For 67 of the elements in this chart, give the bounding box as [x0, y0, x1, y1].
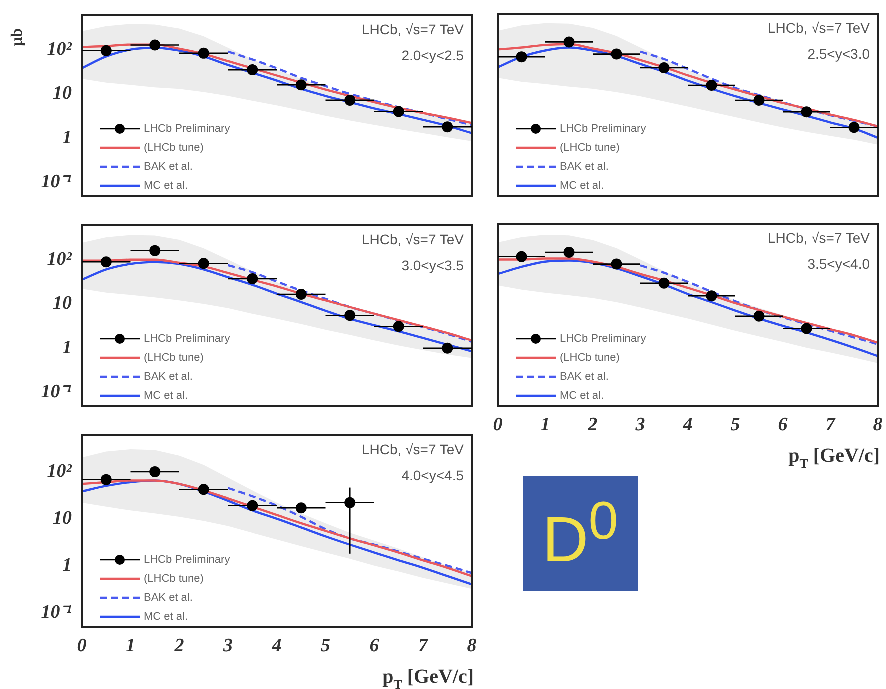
- legend-label: MC et al.: [144, 180, 188, 192]
- legend-label: LHCb Preliminary: [144, 333, 231, 346]
- annotation: 2.0<y<2.5: [402, 47, 464, 64]
- legend-label: (LHCb tune): [144, 573, 204, 586]
- point: [247, 64, 258, 76]
- legend-label: BAK et al.: [560, 161, 609, 174]
- x-tick-label: 3: [222, 635, 233, 656]
- x-tick-label: 0: [493, 414, 504, 436]
- legend-label: (LHCb tune): [144, 352, 204, 364]
- legend-label: LHCb Preliminary: [560, 123, 647, 136]
- y-tick-label: 10⁻¹: [41, 382, 72, 403]
- y-tick-label: 1: [62, 127, 72, 148]
- x-tick-label: 8: [873, 414, 884, 436]
- point: [296, 288, 307, 300]
- legend-label: LHCb Preliminary: [144, 123, 231, 136]
- y-tick-label: 10²: [47, 248, 74, 270]
- y-tick-label: 10⁻¹: [41, 602, 72, 623]
- text: D$^{0}$: [542, 490, 618, 576]
- x-tick-label: 1: [540, 414, 550, 436]
- x-tick-label: 1: [126, 635, 136, 656]
- legend-label: LHCb Preliminary: [144, 554, 231, 566]
- x-tick-label: 5: [730, 414, 741, 436]
- legend-label: MC et al.: [144, 390, 188, 402]
- x-tick-label: 7: [418, 635, 430, 656]
- point: [150, 466, 161, 478]
- y-tick-label: 10: [53, 293, 72, 314]
- y-tick-label: 10: [53, 508, 72, 529]
- legend-label: BAK et al.: [560, 371, 609, 384]
- x-tick-label: 2: [174, 635, 185, 656]
- x-tick-label: 2: [587, 414, 598, 436]
- x-tick-label: 3: [634, 414, 646, 436]
- y-tick-label: 10: [53, 83, 72, 104]
- x-tick-label: 6: [370, 635, 380, 656]
- point: [344, 94, 356, 106]
- legend-label: (LHCb tune): [560, 352, 620, 364]
- annotation: 3.0<y<3.5: [402, 257, 464, 274]
- legend-label: MC et al.: [560, 390, 604, 402]
- annotation: 4.0<y<4.5: [402, 467, 464, 484]
- y-tick-label: 10²: [47, 460, 74, 482]
- y-tick-label: 10²: [47, 38, 74, 60]
- legend-label: (LHCb tune): [144, 142, 204, 154]
- x-tick-label: 8: [467, 635, 478, 656]
- annotation: LHCb, √s=7 TeV: [362, 441, 465, 458]
- annotation: LHCb, √s=7 TeV: [768, 230, 871, 246]
- x-tick-label: 4: [682, 414, 693, 436]
- x-tick-label: 7: [826, 414, 837, 436]
- annotation: LHCb, √s=7 TeV: [768, 20, 871, 36]
- y-tick-label: 1: [62, 337, 72, 358]
- y-axis-title: μb: [9, 28, 26, 46]
- legend-label: BAK et al.: [144, 161, 193, 174]
- legend-label: MC et al.: [560, 180, 604, 192]
- x-tick-label: 0: [77, 635, 88, 656]
- legend-label: BAK et al.: [144, 371, 193, 384]
- legend-label: MC et al.: [144, 611, 188, 624]
- x-tick-label: 6: [778, 414, 788, 436]
- y-tick-label: 10⁻¹: [41, 172, 72, 193]
- annotation: 3.5<y<4.0: [808, 256, 870, 272]
- y-tick-label: 1: [62, 554, 72, 576]
- annotation: 2.5<y<3.0: [808, 46, 870, 62]
- legend-label: (LHCb tune): [560, 142, 620, 154]
- x-tick-label: 5: [321, 635, 331, 656]
- legend-label: LHCb Preliminary: [560, 333, 647, 346]
- annotation: LHCb, √s=7 TeV: [362, 21, 465, 38]
- annotation: LHCb, √s=7 TeV: [362, 231, 465, 248]
- x-tick-label: 4: [271, 635, 282, 656]
- legend-label: BAK et al.: [144, 592, 193, 604]
- point: [247, 273, 258, 284]
